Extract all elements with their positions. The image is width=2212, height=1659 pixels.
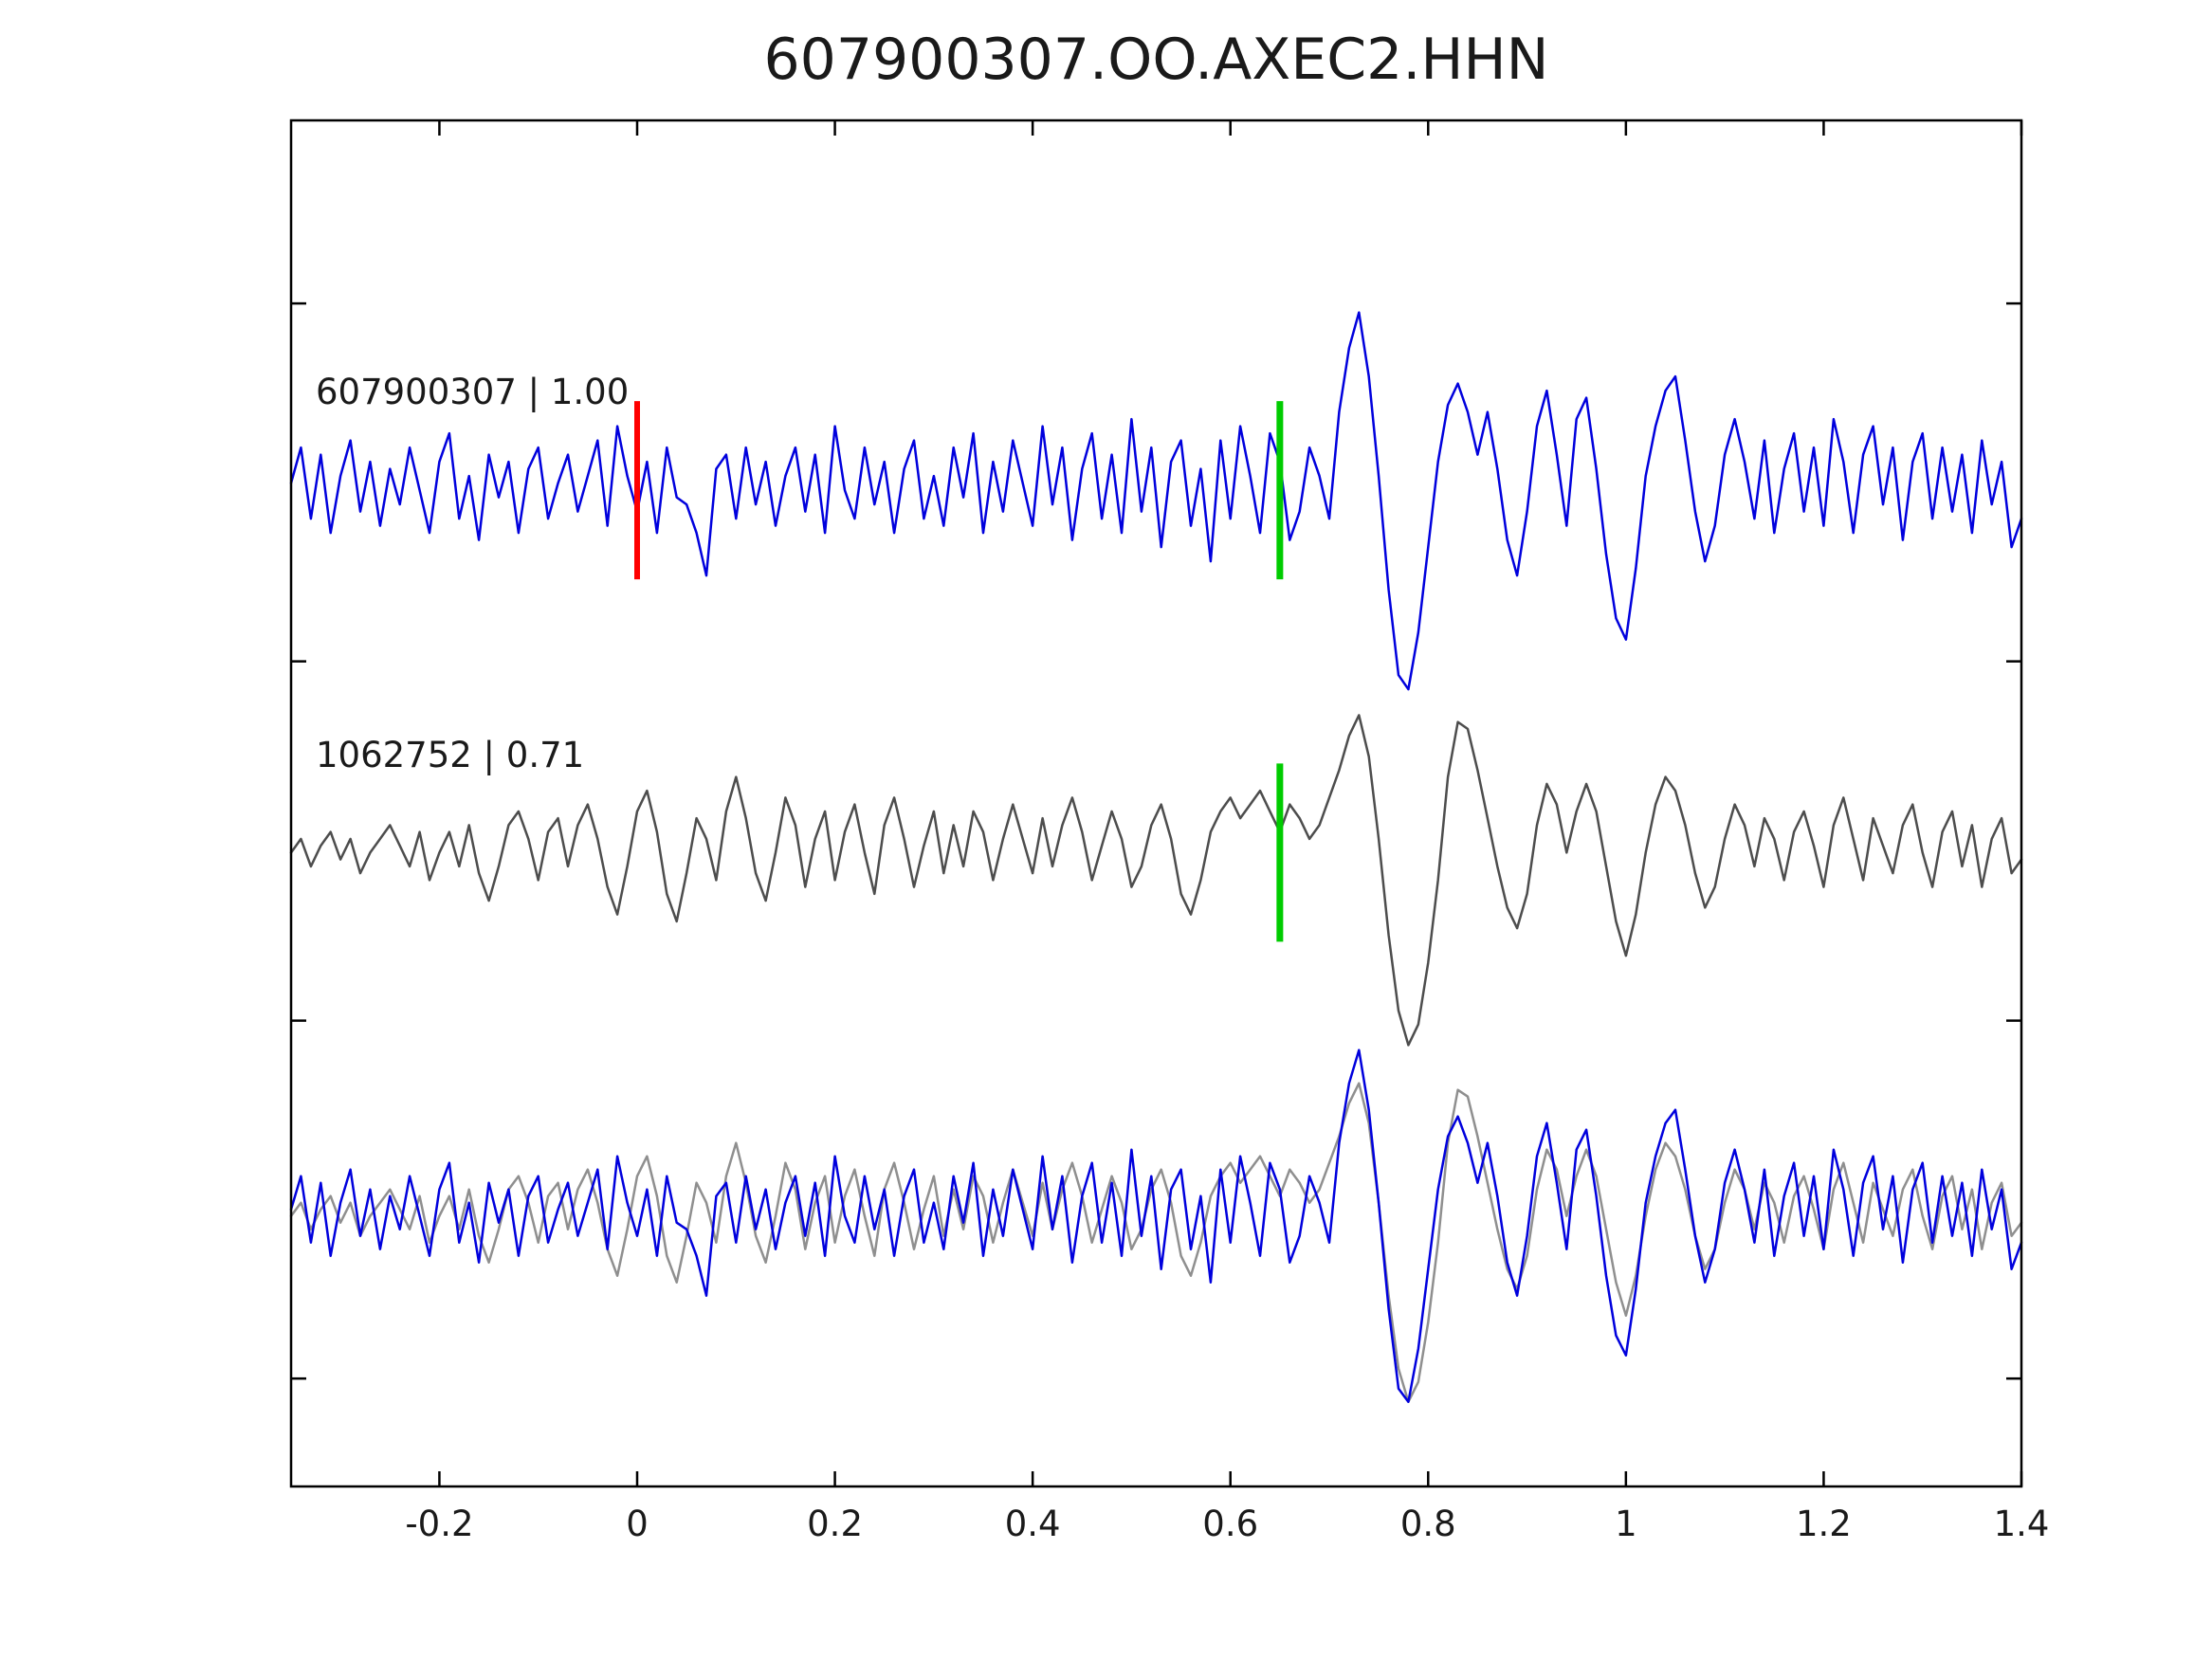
x-tick-label: 1.2 [1796, 1504, 1852, 1544]
trace-bottom-template [289, 1048, 2023, 1403]
x-tick-label: -0.2 [405, 1504, 473, 1544]
template-trace-label: 607900307 | 1.00 [316, 372, 630, 412]
x-tick-label: 0.6 [1202, 1504, 1258, 1544]
axes-frame [289, 118, 2023, 1488]
trace-middle-detection [289, 714, 2023, 1047]
x-tick-label: 1 [1615, 1504, 1637, 1544]
x-tick-label: 0.2 [807, 1504, 863, 1544]
x-tick-label: 0.8 [1400, 1504, 1456, 1544]
x-tick-label: 0.4 [1005, 1504, 1061, 1544]
x-tick-label: 1.4 [1994, 1504, 2050, 1544]
detection-trace-label: 1062752 | 0.71 [316, 735, 585, 775]
figure-title: 607900307.OO.AXEC2.HHN [763, 27, 1549, 93]
x-tick-label: 0 [626, 1504, 649, 1544]
trace-bottom-detection [289, 1082, 2023, 1403]
trace-top-template [289, 311, 2023, 691]
